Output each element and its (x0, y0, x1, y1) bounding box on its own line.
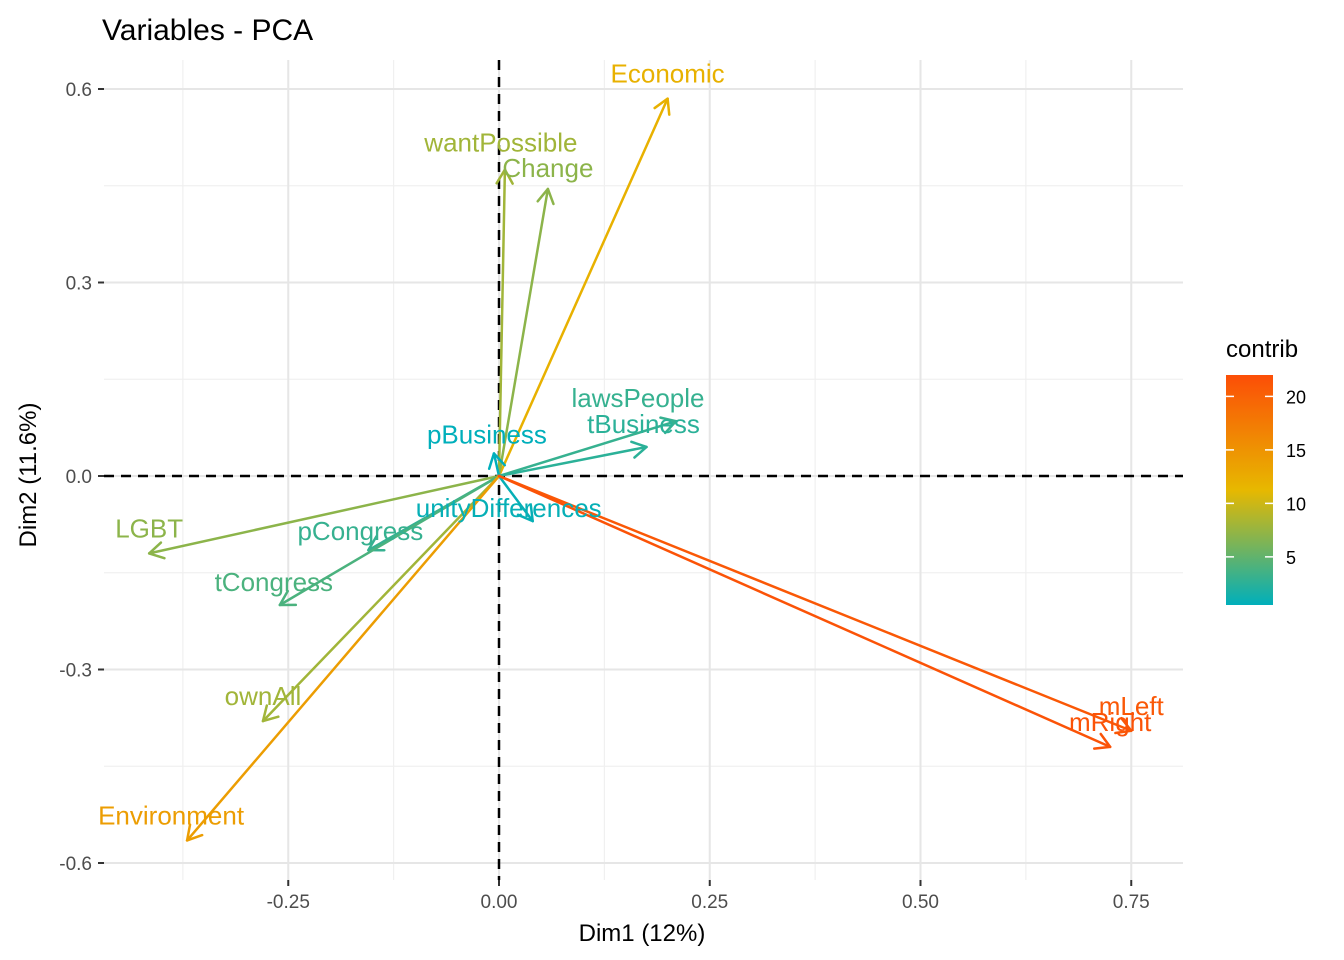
arrow-Economic (497, 97, 671, 478)
arrow-shaft (497, 474, 534, 523)
arrow-head (185, 823, 204, 842)
legend-tick-label: 5 (1286, 548, 1296, 568)
legend-colorbar (1226, 375, 1273, 605)
arrow-head (261, 704, 280, 723)
arrow-head (367, 535, 386, 552)
arrow-unityDifferences (497, 474, 534, 523)
x-tick-label: 0.00 (481, 892, 518, 913)
variable-label: Change (502, 153, 593, 183)
y-tick-label: -0.3 (59, 661, 92, 682)
variable-label: ownAll (225, 681, 302, 711)
arrow-pBusiness (487, 452, 507, 478)
y-axis-title: Dim2 (11.6%) (15, 403, 42, 548)
y-tick-label: 0.3 (66, 274, 92, 295)
arrow-mLeft (497, 474, 1133, 735)
legend-tick-label: 15 (1286, 441, 1306, 461)
arrow-shaft (185, 474, 501, 842)
variable-label: mLeft (1099, 691, 1165, 721)
legend-title: contrib (1226, 336, 1298, 363)
variable-label: tCongress (215, 567, 334, 597)
legend-tick-label: 20 (1286, 387, 1306, 407)
variable-label: LGBT (115, 513, 183, 543)
x-tick-label: -0.25 (267, 892, 310, 913)
legend-ticks: 5 10 15 20 (1226, 387, 1306, 568)
variable-label: wantPossible (423, 128, 577, 158)
arrow-shaft (492, 452, 501, 478)
arrow-LGBT (147, 474, 501, 560)
arrow-head (1114, 716, 1133, 735)
arrow-shaft (497, 168, 507, 478)
legend-tick-label: 10 (1286, 494, 1306, 514)
y-tick-label: 0.0 (66, 467, 92, 488)
variable-label: pBusiness (427, 419, 547, 449)
arrow-head (536, 187, 555, 206)
arrow-shaft (497, 419, 678, 478)
arrow-shaft (497, 187, 550, 478)
arrow-head (487, 452, 507, 470)
arrow-Change (497, 187, 555, 478)
reference-lines (104, 60, 1183, 880)
variable-label: unityDifferences (416, 493, 602, 523)
variable-label: Environment (98, 800, 245, 830)
variable-arrows (147, 97, 1133, 842)
arrow-shaft (261, 474, 501, 723)
arrow-shaft (497, 474, 1112, 749)
variable-label: Economic (611, 59, 725, 89)
arrow-shaft (497, 445, 648, 478)
arrow-head (147, 541, 166, 560)
x-tick-label: 0.25 (691, 892, 728, 913)
arrow-mRight (497, 474, 1112, 750)
arrow-lawsPeople (497, 416, 678, 478)
arrow-shaft (147, 474, 501, 555)
arrow-head (630, 440, 648, 459)
grid-lines (104, 60, 1183, 880)
x-axis-title: Dim1 (12%) (579, 920, 706, 947)
variable-label: mRight (1069, 707, 1152, 737)
arrow-Environment (185, 474, 501, 842)
arrow-tCongress (278, 474, 501, 607)
variable-label: lawsPeople (572, 383, 705, 413)
arrow-tBusiness (497, 440, 648, 478)
arrow-shaft (497, 97, 669, 478)
axes: -0.25 0.00 0.25 0.50 0.75 -0.6 -0.3 0.0 0.3 0.6 (59, 80, 1149, 913)
arrow-wantPossible (495, 168, 514, 478)
x-tick-label: 0.75 (1113, 892, 1150, 913)
arrow-head (659, 416, 678, 435)
arrow-ownAll (261, 474, 501, 723)
y-tick-label: -0.6 (59, 854, 92, 875)
y-tick-label: 0.6 (66, 80, 92, 101)
arrow-head (516, 504, 534, 523)
arrow-shaft (497, 474, 1133, 733)
variable-label: pCongress (297, 516, 423, 546)
chart-title: Variables - PCA (102, 14, 313, 47)
variable-label: tBusiness (587, 409, 700, 439)
arrow-head (653, 97, 671, 116)
arrow-head (1093, 732, 1112, 750)
arrow-head (495, 168, 514, 185)
x-tick-label: 0.50 (902, 892, 939, 913)
legend: contrib 5 10 15 20 (1226, 336, 1306, 605)
arrow-head (278, 589, 298, 607)
arrow-shaft (278, 474, 501, 607)
